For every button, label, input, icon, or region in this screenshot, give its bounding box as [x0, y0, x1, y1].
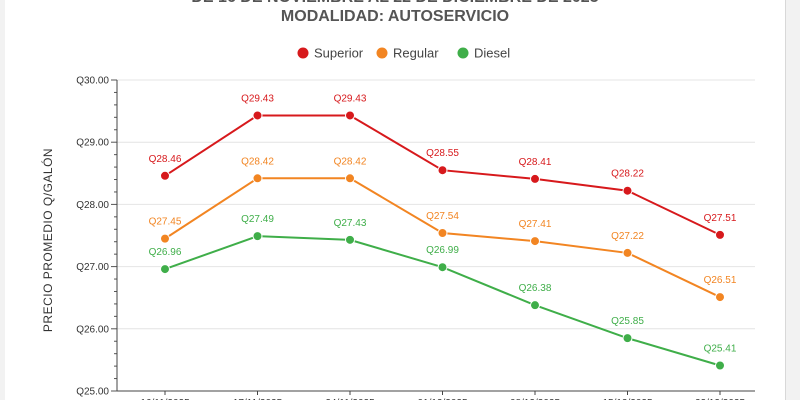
data-point-superior: [345, 110, 355, 121]
data-label-regular: Q27.54: [426, 211, 459, 222]
data-point-regular: [160, 233, 170, 244]
y-axis-title: PRECIO PROMEDIO Q/GALÓN: [40, 148, 55, 332]
data-label-regular: Q27.41: [519, 219, 552, 230]
data-label-regular: Q28.42: [241, 156, 274, 167]
data-point-superior: [437, 165, 448, 176]
data-label-superior: Q28.41: [519, 157, 552, 168]
chart-title-line-1: DE 16 DE NOVIEMBRE AL 22 DE DICIEMBRE DE…: [191, 0, 598, 6]
data-label-superior: Q29.43: [241, 93, 274, 104]
data-point-superior: [252, 110, 263, 121]
data-label-regular: Q26.51: [704, 275, 737, 286]
legend-marker-regular: [376, 47, 388, 59]
x-tick-label: 16/11/2025: [140, 398, 190, 400]
y-tick-label: Q26.00: [76, 324, 109, 335]
y-tick-label: Q27.00: [76, 262, 109, 273]
legend-label-regular: Regular: [393, 46, 439, 61]
data-point-diesel: [160, 264, 170, 275]
data-point-diesel: [622, 333, 633, 344]
x-tick-label: 22/12/2025: [695, 398, 745, 400]
data-label-regular: Q28.42: [334, 156, 367, 167]
data-label-diesel: Q26.96: [149, 247, 182, 258]
data-label-diesel: Q25.41: [704, 343, 737, 354]
x-tick-label: 17/11/2025: [233, 398, 283, 400]
data-point-diesel: [345, 234, 355, 245]
y-tick-label: Q28.00: [76, 200, 109, 211]
data-label-diesel: Q26.99: [426, 245, 459, 256]
x-tick-label: 24/11/2025: [325, 398, 375, 400]
y-tick-label: Q30.00: [76, 76, 109, 87]
data-label-diesel: Q27.43: [334, 218, 367, 229]
chart-title-line-2: MODALIDAD: AUTOSERVICIO: [281, 8, 509, 25]
x-tick-label: 01/12/2025: [417, 398, 467, 400]
price-line-chart: DE 16 DE NOVIEMBRE AL 22 DE DICIEMBRE DE…: [40, 0, 755, 400]
data-label-diesel: Q27.49: [241, 214, 274, 225]
data-point-regular: [252, 173, 263, 184]
data-label-regular: Q27.45: [149, 217, 182, 228]
data-point-regular: [345, 173, 355, 184]
data-label-diesel: Q26.38: [519, 283, 552, 294]
data-label-superior: Q29.43: [334, 93, 367, 104]
data-point-diesel: [715, 360, 725, 371]
data-point-diesel: [437, 262, 448, 273]
legend-marker-superior: [297, 47, 309, 59]
data-point-superior: [715, 229, 725, 240]
legend-label-superior: Superior: [314, 46, 364, 61]
x-tick-label: 15/12/2025: [602, 398, 652, 400]
data-point-superior: [160, 170, 170, 181]
x-tick-label: 08/12/2025: [510, 398, 560, 400]
data-point-superior: [530, 173, 540, 184]
data-label-superior: Q28.55: [426, 148, 459, 159]
data-point-regular: [715, 292, 725, 303]
y-tick-label: Q25.00: [76, 387, 109, 398]
legend-marker-diesel: [457, 47, 469, 59]
data-label-regular: Q27.22: [611, 231, 644, 242]
data-point-regular: [437, 228, 448, 239]
data-label-superior: Q28.46: [149, 154, 182, 165]
data-point-regular: [530, 236, 540, 247]
data-point-superior: [622, 185, 633, 196]
data-label-superior: Q27.51: [704, 213, 737, 224]
chart-card: DE 16 DE NOVIEMBRE AL 22 DE DICIEMBRE DE…: [5, 0, 786, 400]
y-tick-label: Q29.00: [76, 138, 109, 149]
legend-label-diesel: Diesel: [474, 46, 510, 61]
data-point-diesel: [252, 231, 263, 242]
data-label-diesel: Q25.85: [611, 316, 644, 327]
data-point-regular: [622, 247, 633, 258]
data-point-diesel: [530, 300, 540, 311]
data-label-superior: Q28.22: [611, 169, 644, 180]
